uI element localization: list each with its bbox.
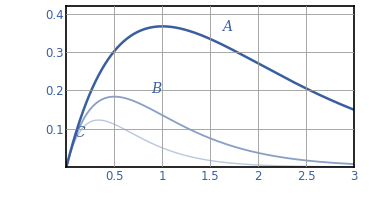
Text: B: B <box>151 82 161 96</box>
Text: C: C <box>74 126 85 140</box>
Text: A: A <box>222 21 232 34</box>
